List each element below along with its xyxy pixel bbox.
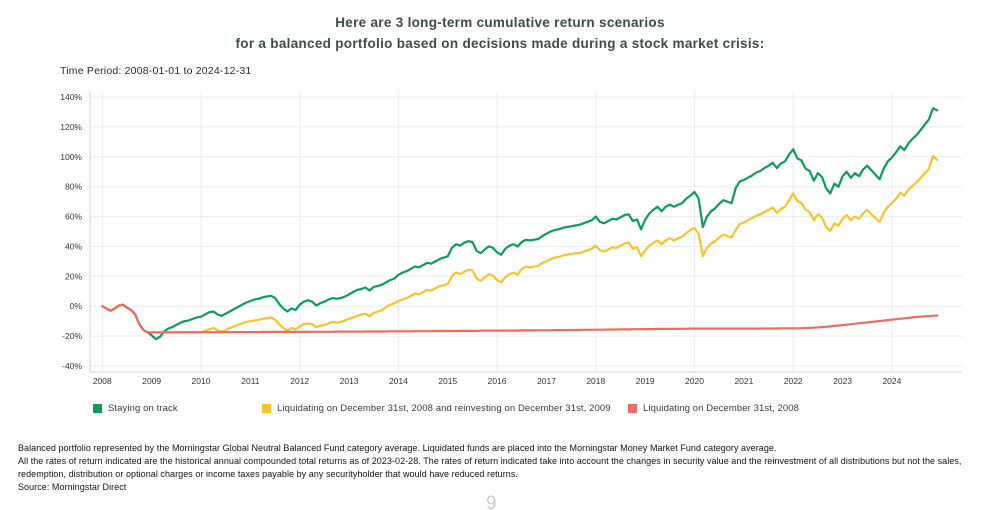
y-tick-label: 100%: [60, 152, 82, 162]
x-tick-label: 2023: [833, 376, 852, 385]
legend-item-staying-on-track: Staying on track: [93, 403, 178, 414]
footnote-line-4: Source: Morningstar Direct: [18, 482, 127, 493]
series-line-yellow: [101, 154, 939, 334]
cumulative-return-chart: -40% -20% 0% 20% 40% 60% 80% 100% 120% 140% 2008 20…: [60, 91, 962, 385]
x-tick-label: 2021: [734, 376, 753, 385]
x-tick-label: 2010: [192, 376, 211, 385]
legend-label-staying-on-track: Staying on track: [108, 403, 178, 414]
faint-partial-glyph: 9: [486, 494, 497, 510]
footnotes: Balanced portfolio represented by the Mo…: [18, 442, 986, 494]
time-period-label: Time Period: 2008-01-01 to 2024-12-31: [60, 65, 252, 77]
y-tick-label: 120%: [60, 122, 82, 132]
x-tick-label: 2009: [142, 376, 161, 385]
legend-label-liquidate: Liquidating on December 31st, 2008: [643, 403, 800, 414]
x-tick-label: 2015: [438, 376, 457, 385]
series-line-green: [101, 107, 939, 341]
chart-title-line2: for a balanced portfolio based on decisi…: [235, 35, 765, 51]
y-tick-label: 20%: [65, 271, 82, 281]
x-tick-label: 2014: [389, 376, 408, 385]
legend-label-liquidate-reinvest: Liquidating on December 31st, 2008 and r…: [277, 403, 611, 414]
y-tick-label: 140%: [60, 92, 82, 102]
legend-swatch-green: [93, 404, 102, 413]
y-tick-label: -40%: [62, 361, 82, 371]
legend-swatch-yellow: [262, 404, 271, 413]
footnote-line-1: Balanced portfolio represented by the Mo…: [18, 443, 777, 453]
series-line-red: [101, 303, 939, 334]
legend-swatch-red: [628, 404, 637, 413]
y-tick-label: 60%: [65, 212, 82, 222]
x-tick-label: 2024: [882, 376, 901, 385]
y-tick-label: 80%: [65, 182, 82, 192]
legend-item-liquidate: Liquidating on December 31st, 2008: [628, 403, 799, 414]
y-tick-label: 0%: [70, 301, 83, 311]
x-tick-label: 2013: [340, 376, 359, 385]
y-tick-label: 40%: [65, 241, 82, 251]
x-tick-label: 2012: [290, 376, 309, 385]
y-tick-label: -20%: [62, 331, 82, 341]
x-tick-label: 2011: [241, 376, 260, 385]
x-tick-label: 2017: [537, 376, 556, 385]
chart-title-line1: Here are 3 long-term cumulative return s…: [335, 15, 665, 30]
x-tick-label: 2019: [636, 376, 655, 385]
chart-title: Here are 3 long-term cumulative return s…: [0, 13, 1000, 55]
footnote-line-2: All the rates of return indicated are th…: [18, 456, 962, 467]
x-tick-label: 2008: [93, 376, 112, 385]
footnote-line-3: redemption, distribution or optional cha…: [18, 469, 518, 480]
x-tick-label: 2016: [488, 376, 507, 385]
x-tick-label: 2018: [586, 376, 605, 385]
x-tick-label: 2022: [784, 376, 803, 385]
x-tick-label: 2020: [685, 376, 704, 385]
legend-item-liquidate-reinvest: Liquidating on December 31st, 2008 and r…: [262, 403, 611, 414]
chart-legend: Staying on track Liquidating on December…: [0, 403, 1000, 421]
